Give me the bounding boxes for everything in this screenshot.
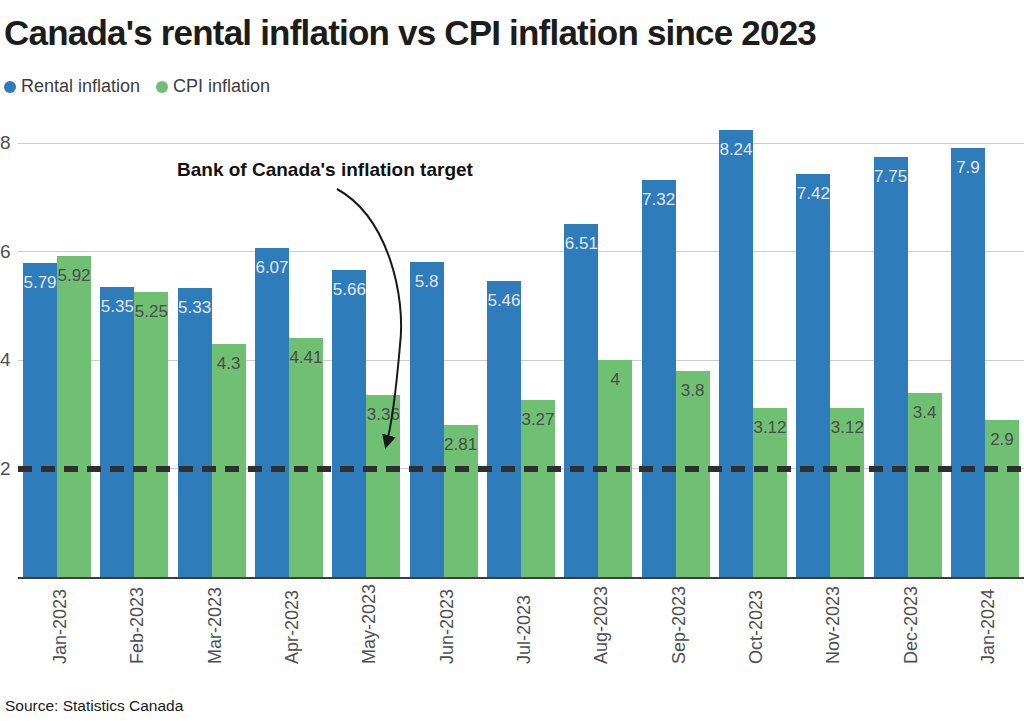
annotation-label: Bank of Canada's inflation target bbox=[177, 159, 473, 181]
chart-page: Canada's rental inflation vs CPI inflati… bbox=[0, 0, 1024, 721]
plot-area: Bank of Canada's inflation target 24685.… bbox=[0, 0, 1024, 721]
annotation-arrow bbox=[0, 0, 1024, 721]
